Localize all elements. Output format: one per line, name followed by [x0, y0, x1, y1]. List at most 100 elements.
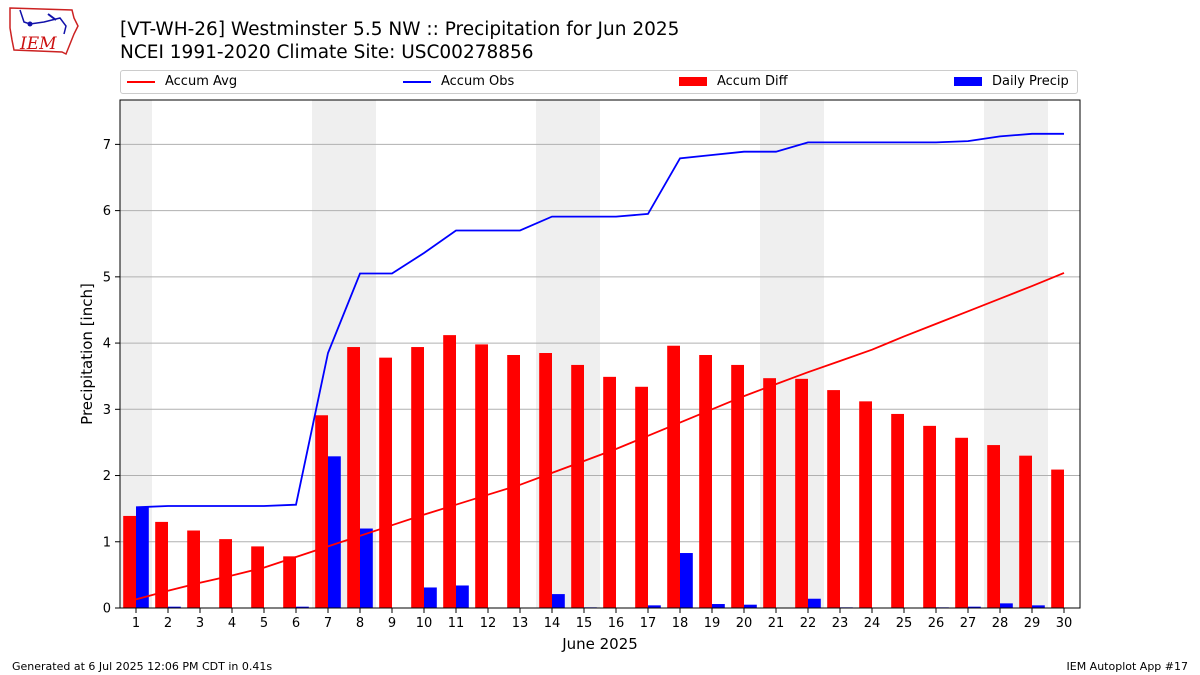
bar-daily-precip — [680, 553, 693, 608]
bar-accum-diff — [1051, 469, 1064, 608]
bar-accum-diff — [475, 344, 488, 608]
bar-accum-diff — [283, 556, 296, 608]
y-tick-label: 5 — [103, 270, 111, 285]
bar-accum-diff — [891, 413, 904, 608]
bar-accum-diff — [731, 364, 744, 608]
logo-text: IEM — [20, 34, 57, 54]
y-tick-label: 6 — [103, 204, 111, 219]
footer-app: IEM Autoplot App #17 — [1066, 660, 1189, 673]
x-tick-label: 16 — [608, 616, 625, 631]
x-tick-label: 20 — [736, 616, 753, 631]
bar-daily-precip — [296, 606, 309, 608]
y-tick-label: 0 — [103, 602, 111, 617]
bar-accum-diff — [923, 425, 936, 608]
bar-daily-precip — [136, 507, 149, 608]
x-tick-label: 7 — [324, 616, 332, 631]
bar-accum-diff — [155, 521, 168, 608]
title-line-2: NCEI 1991-2020 Climate Site: USC00278856 — [120, 42, 534, 63]
x-tick-label: 14 — [544, 616, 561, 631]
x-tick-label: 23 — [832, 616, 849, 631]
x-tick-label: 9 — [388, 616, 396, 631]
bar-accum-diff — [763, 378, 776, 608]
bar-accum-diff — [635, 386, 648, 608]
bar-accum-diff — [539, 353, 552, 608]
x-tick-label: 25 — [896, 616, 913, 631]
iem-logo — [6, 4, 80, 62]
bar-accum-diff — [507, 354, 520, 608]
bar-accum-diff — [1019, 455, 1032, 608]
bar-daily-precip — [456, 585, 469, 608]
y-tick-label: 2 — [103, 469, 111, 484]
bar-accum-diff — [315, 415, 328, 608]
legend-label: Accum Avg — [165, 74, 238, 89]
bar-accum-diff — [827, 390, 840, 608]
footer-generated: Generated at 6 Jul 2025 12:06 PM CDT in … — [12, 660, 273, 673]
x-tick-label: 1 — [132, 616, 140, 631]
line-accum-avg — [135, 272, 1065, 601]
bar-accum-diff — [987, 445, 1000, 608]
bar-daily-precip — [168, 606, 181, 608]
x-tick-label: 12 — [480, 616, 497, 631]
bar-accum-diff — [667, 345, 680, 608]
bar-accum-diff — [187, 530, 200, 608]
bar-accum-diff — [859, 401, 872, 608]
legend-item-daily-precip: Daily Precip — [954, 74, 1069, 89]
legend-item-accum-diff: Accum Diff — [679, 74, 788, 89]
y-tick-label: 3 — [103, 403, 111, 418]
bar-daily-precip — [712, 604, 725, 608]
x-tick-label: 18 — [672, 616, 689, 631]
x-tick-label: 22 — [800, 616, 817, 631]
bar-accum-diff — [251, 546, 264, 608]
y-tick-label: 1 — [103, 535, 111, 550]
bar-accum-diff — [347, 347, 360, 608]
bar-accum-diff — [795, 378, 808, 608]
x-tick-label: 13 — [512, 616, 529, 631]
bar-daily-precip — [552, 594, 565, 608]
bar-accum-diff — [219, 539, 232, 608]
plot-frame — [119, 99, 1081, 609]
x-tick-label: 10 — [416, 616, 433, 631]
bar-accum-diff — [379, 357, 392, 608]
x-tick-label: 4 — [228, 616, 236, 631]
bar-accum-diff — [699, 354, 712, 608]
y-axis-label: Precipitation [inch] — [78, 283, 96, 425]
bar-accum-diff — [571, 364, 584, 608]
x-tick-label: 27 — [960, 616, 977, 631]
bar-daily-precip — [1032, 605, 1045, 608]
x-tick-label: 19 — [704, 616, 721, 631]
x-tick-label: 21 — [768, 616, 785, 631]
legend-item-accum-obs: Accum Obs — [403, 74, 514, 89]
x-tick-label: 6 — [292, 616, 300, 631]
bar-daily-precip — [360, 528, 373, 608]
bar-daily-precip — [1000, 603, 1013, 608]
bar-daily-precip — [328, 456, 341, 608]
y-tick-label: 4 — [103, 337, 111, 352]
x-tick-label: 26 — [928, 616, 945, 631]
x-tick-label: 11 — [448, 616, 465, 631]
legend: Accum Avg Accum Obs Accum Diff Daily Pre… — [120, 70, 1078, 94]
x-tick-label: 24 — [864, 616, 881, 631]
chart-title: [VT-WH-26] Westminster 5.5 NW :: Precipi… — [120, 18, 679, 64]
x-tick-label: 15 — [576, 616, 593, 631]
bar-accum-diff — [443, 335, 456, 608]
title-line-1: [VT-WH-26] Westminster 5.5 NW :: Precipi… — [120, 19, 680, 40]
bar-accum-diff — [955, 437, 968, 608]
iowa-state-outline-icon — [9, 7, 79, 56]
bar-daily-precip — [648, 605, 661, 608]
legend-swatch-line — [127, 80, 155, 83]
x-tick-label: 29 — [1024, 616, 1041, 631]
legend-label: Daily Precip — [992, 74, 1069, 89]
x-tick-label: 2 — [164, 616, 172, 631]
bar-daily-precip — [968, 606, 981, 608]
legend-swatch-line — [403, 80, 431, 83]
legend-label: Accum Diff — [717, 74, 788, 89]
x-axis-label: June 2025 — [561, 635, 638, 653]
bar-accum-diff — [411, 347, 424, 608]
bar-accum-diff — [603, 376, 616, 608]
x-tick-label: 30 — [1056, 616, 1073, 631]
legend-swatch-box — [679, 77, 707, 86]
legend-item-accum-avg: Accum Avg — [127, 74, 237, 89]
bar-daily-precip — [808, 598, 821, 608]
y-tick-label: 7 — [103, 138, 111, 153]
